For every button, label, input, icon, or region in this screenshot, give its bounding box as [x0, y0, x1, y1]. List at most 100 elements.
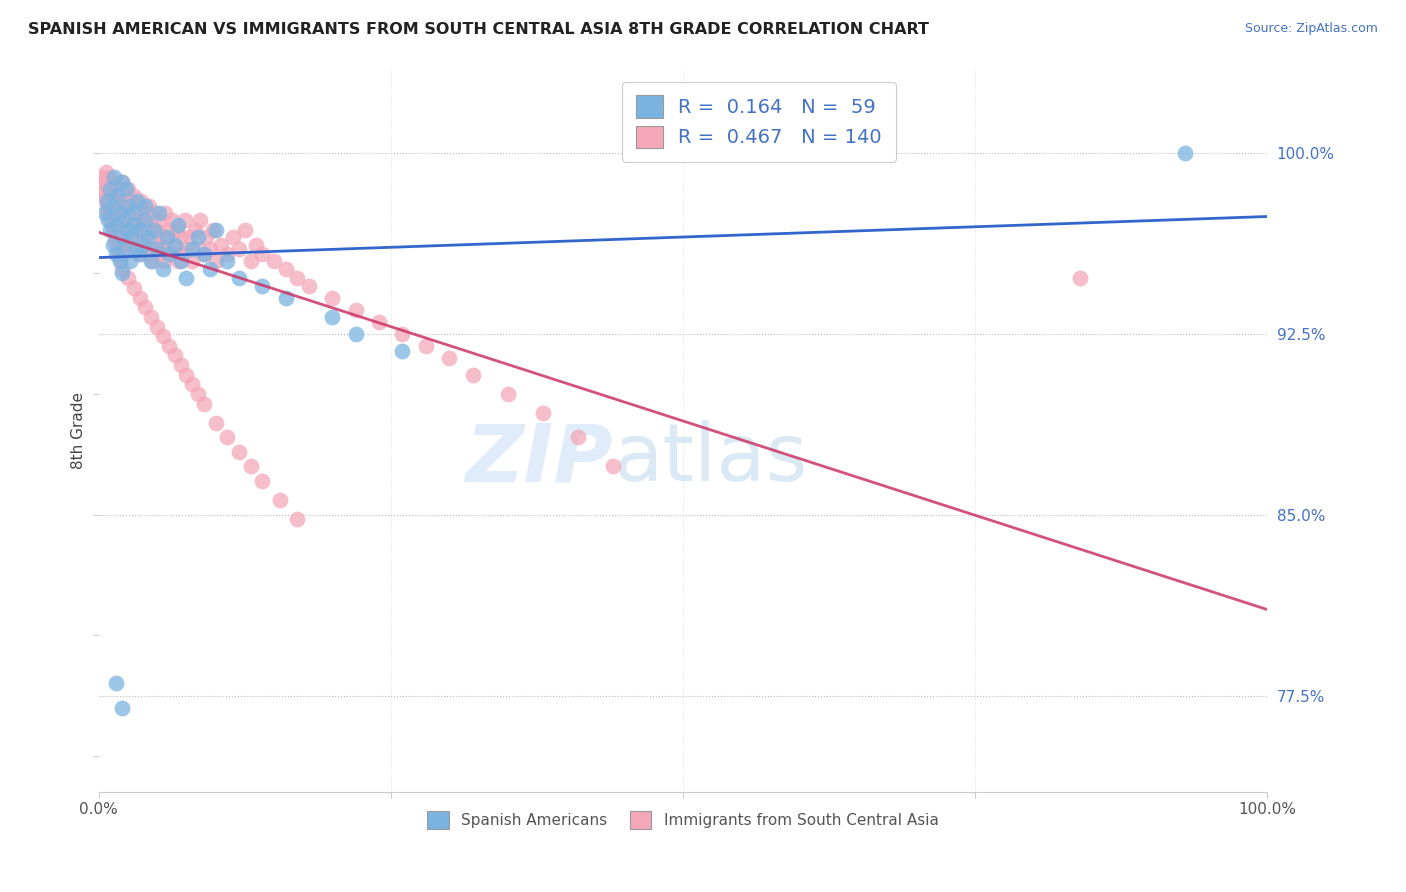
- Point: [120, 194, 142, 209]
- Point: [93, 175, 115, 189]
- Point: [114, 230, 136, 244]
- Point: [228, 271, 250, 285]
- Point: [204, 223, 226, 237]
- Point: [132, 237, 155, 252]
- Point: [112, 223, 135, 237]
- Point: [139, 243, 162, 257]
- Point: [131, 243, 153, 257]
- Point: [176, 243, 198, 257]
- Point: [285, 271, 308, 285]
- Point: [142, 230, 165, 244]
- Point: [461, 368, 484, 382]
- Point: [298, 278, 321, 293]
- Point: [204, 416, 226, 430]
- Point: [97, 203, 120, 218]
- Point: [157, 339, 180, 353]
- Point: [105, 182, 128, 196]
- Point: [217, 247, 239, 261]
- Point: [222, 230, 245, 244]
- Point: [94, 165, 117, 179]
- Point: [152, 329, 174, 343]
- Point: [245, 237, 267, 252]
- Point: [209, 237, 232, 252]
- Point: [160, 247, 183, 261]
- Point: [134, 199, 156, 213]
- Text: ZIP: ZIP: [465, 420, 613, 498]
- Point: [127, 194, 149, 209]
- Point: [91, 169, 114, 184]
- Point: [142, 223, 165, 237]
- Point: [217, 254, 239, 268]
- Point: [100, 223, 122, 237]
- Point: [97, 213, 120, 227]
- Point: [134, 213, 156, 227]
- Point: [105, 219, 128, 233]
- Point: [136, 230, 159, 244]
- Point: [100, 213, 122, 227]
- Point: [105, 247, 128, 261]
- Point: [104, 189, 127, 203]
- Point: [166, 223, 188, 237]
- Point: [129, 194, 152, 209]
- Point: [101, 199, 124, 213]
- Point: [198, 261, 221, 276]
- Point: [176, 271, 198, 285]
- Point: [321, 310, 343, 324]
- Point: [228, 243, 250, 257]
- Point: [190, 213, 212, 227]
- Point: [103, 169, 125, 184]
- Point: [252, 278, 274, 293]
- Point: [93, 185, 115, 199]
- Point: [127, 247, 149, 261]
- Point: [148, 247, 170, 261]
- Point: [198, 243, 221, 257]
- Point: [141, 219, 163, 233]
- Point: [104, 233, 127, 247]
- Point: [143, 206, 166, 220]
- Point: [134, 300, 156, 314]
- Point: [98, 189, 121, 203]
- Point: [96, 199, 118, 213]
- Point: [391, 343, 413, 358]
- Point: [101, 223, 124, 237]
- Point: [167, 254, 190, 268]
- Point: [1174, 145, 1197, 160]
- Point: [193, 247, 215, 261]
- Point: [105, 676, 128, 690]
- Point: [120, 230, 142, 244]
- Point: [101, 219, 124, 233]
- Point: [344, 302, 367, 317]
- Point: [157, 223, 180, 237]
- Point: [176, 368, 198, 382]
- Point: [122, 281, 145, 295]
- Point: [321, 291, 343, 305]
- Point: [439, 351, 461, 365]
- Point: [531, 406, 554, 420]
- Point: [146, 319, 169, 334]
- Point: [120, 237, 142, 252]
- Point: [228, 445, 250, 459]
- Point: [103, 213, 125, 227]
- Point: [252, 474, 274, 488]
- Point: [269, 493, 291, 508]
- Point: [97, 179, 120, 194]
- Point: [125, 243, 148, 257]
- Point: [181, 377, 204, 392]
- Point: [274, 291, 297, 305]
- Point: [149, 237, 172, 252]
- Point: [94, 189, 117, 203]
- Point: [128, 219, 150, 233]
- Legend: Spanish Americans, Immigrants from South Central Asia: Spanish Americans, Immigrants from South…: [422, 805, 945, 835]
- Point: [114, 213, 136, 227]
- Point: [122, 206, 145, 220]
- Point: [163, 237, 186, 252]
- Point: [132, 213, 155, 227]
- Point: [120, 254, 142, 268]
- Point: [108, 206, 131, 220]
- Text: SPANISH AMERICAN VS IMMIGRANTS FROM SOUTH CENTRAL ASIA 8TH GRADE CORRELATION CHA: SPANISH AMERICAN VS IMMIGRANTS FROM SOUT…: [28, 22, 929, 37]
- Point: [138, 199, 160, 213]
- Point: [202, 223, 225, 237]
- Point: [496, 387, 519, 401]
- Text: atlas: atlas: [613, 420, 807, 498]
- Point: [111, 700, 134, 714]
